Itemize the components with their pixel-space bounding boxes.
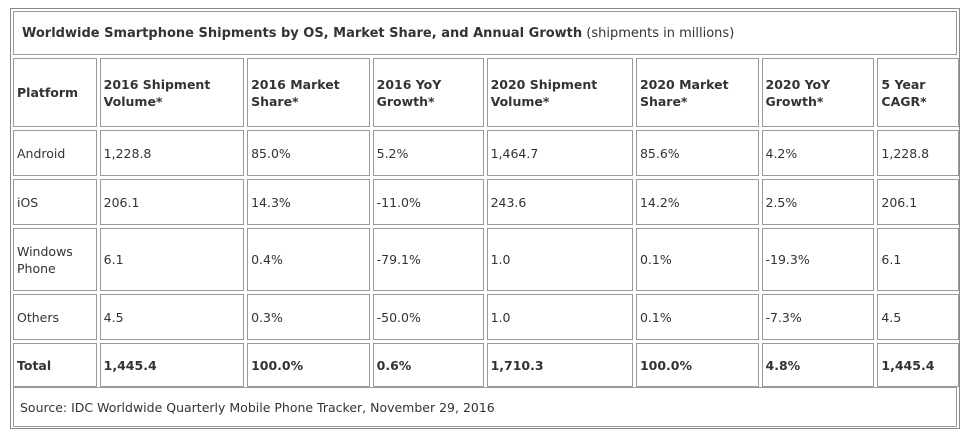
table-cell: 100.0%	[247, 343, 370, 387]
cell-line: 2020 Shipment	[490, 76, 598, 92]
cell-line: iOS	[17, 194, 39, 210]
cell-line: Others	[17, 309, 60, 325]
platform-cell: Windows Phone	[13, 228, 97, 291]
platform-cell: Android	[13, 130, 97, 176]
table-frame: Worldwide Smartphone Shipments by OS, Ma…	[10, 8, 960, 429]
table-cell: 14.3%	[247, 179, 370, 225]
table-row: Others 4.5 0.3% -50.0% 1.0 0.1% -7.3% 4.5	[13, 294, 959, 340]
table-cell: 1,228.8	[99, 130, 245, 176]
table-row: Windows Phone 6.1 0.4% -79.1% 1.0 0.1% -19.3% 6.…	[13, 228, 959, 291]
cell-line: 2016 Shipment	[103, 76, 211, 92]
cell-line: Phone	[17, 260, 56, 276]
table-body: Android 1,228.8 85.0% 5.2% 1,464.7 85.6% 4.2% 1…	[13, 130, 959, 387]
table-cell: 1,445.4	[877, 343, 959, 387]
column-header: 2020 YoY Growth*	[761, 58, 875, 127]
source-note: Source: IDC Worldwide Quarterly Mobile P…	[13, 387, 957, 427]
cell-line: Volume*	[103, 93, 163, 109]
table-cell: 6.1	[99, 228, 245, 291]
table-cell: 0.1%	[635, 294, 759, 340]
table-cell: 0.1%	[635, 228, 759, 291]
table-cell: -50.0%	[372, 294, 484, 340]
platform-cell: iOS	[13, 179, 97, 225]
table-title-note: (shipments in millions)	[586, 26, 735, 41]
column-header: 2016 YoY Growth*	[372, 58, 484, 127]
cell-line: Total	[17, 357, 52, 373]
cell-line: Android	[17, 145, 66, 161]
table-cell: 0.4%	[247, 228, 370, 291]
table-cell: 85.0%	[247, 130, 370, 176]
column-header: 2016 Market Share*	[247, 58, 370, 127]
cell-line: Share*	[251, 93, 299, 109]
shipments-table: Platform 2016 Shipment Volume* 2016 Market S…	[10, 55, 962, 390]
table-cell: -19.3%	[761, 228, 875, 291]
table-cell: 1,710.3	[486, 343, 633, 387]
platform-cell: Others	[13, 294, 97, 340]
table-cell: 85.6%	[635, 130, 759, 176]
table-row: Android 1,228.8 85.0% 5.2% 1,464.7 85.6% 4.2% 1…	[13, 130, 959, 176]
table-cell: 4.2%	[761, 130, 875, 176]
table-cell: 6.1	[877, 228, 959, 291]
platform-cell: Total	[13, 343, 97, 387]
cell-line: 2020 YoY	[765, 76, 831, 92]
cell-line: 2016 YoY	[376, 76, 442, 92]
cell-line: Growth*	[765, 93, 824, 109]
table-cell: 4.8%	[761, 343, 875, 387]
cell-line: Growth*	[376, 93, 435, 109]
cell-line: 2020 Market	[639, 76, 729, 92]
total-row: Total 1,445.4 100.0% 0.6% 1,710.3 100.0% 4.8% 1…	[13, 343, 959, 387]
cell-line: Volume*	[490, 93, 550, 109]
table-cell: 0.6%	[372, 343, 484, 387]
table-cell: 206.1	[99, 179, 245, 225]
table-cell: 1,445.4	[99, 343, 245, 387]
cell-line: Platform	[17, 85, 79, 100]
column-header: 5 Year CAGR*	[877, 58, 959, 127]
table-title-text: Worldwide Smartphone Shipments by OS, Ma…	[22, 26, 583, 41]
column-header: 2020 Shipment Volume*	[486, 58, 633, 127]
column-header: 2020 Market Share*	[635, 58, 759, 127]
table-cell: 243.6	[486, 179, 633, 225]
table-cell: 1.0	[486, 228, 633, 291]
column-header: Platform	[13, 58, 97, 127]
cell-line: 2016 Market	[251, 76, 340, 92]
table-cell: -11.0%	[372, 179, 484, 225]
table-cell: 1,464.7	[486, 130, 633, 176]
column-header: 2016 Shipment Volume*	[99, 58, 245, 127]
cell-line: CAGR*	[881, 93, 927, 109]
table-cell: 1.0	[486, 294, 633, 340]
table-cell: 1,228.8	[877, 130, 959, 176]
table-cell: 2.5%	[761, 179, 875, 225]
table-cell: 206.1	[877, 179, 959, 225]
header-row: Platform 2016 Shipment Volume* 2016 Market S…	[13, 58, 959, 127]
table-cell: -7.3%	[761, 294, 875, 340]
table-cell: 4.5	[99, 294, 245, 340]
table-cell: 0.3%	[247, 294, 370, 340]
table-cell: -79.1%	[372, 228, 484, 291]
table-title: Worldwide Smartphone Shipments by OS, Ma…	[13, 11, 957, 55]
cell-line: Share*	[639, 93, 688, 109]
cell-line: 5 Year	[881, 76, 926, 92]
table-cell: 4.5	[877, 294, 959, 340]
table-cell: 14.2%	[635, 179, 759, 225]
table-cell: 100.0%	[635, 343, 759, 387]
table-row: iOS 206.1 14.3% -11.0% 243.6 14.2% 2.5% 206.1	[13, 179, 959, 225]
cell-line: Windows	[17, 243, 73, 259]
table-cell: 5.2%	[372, 130, 484, 176]
